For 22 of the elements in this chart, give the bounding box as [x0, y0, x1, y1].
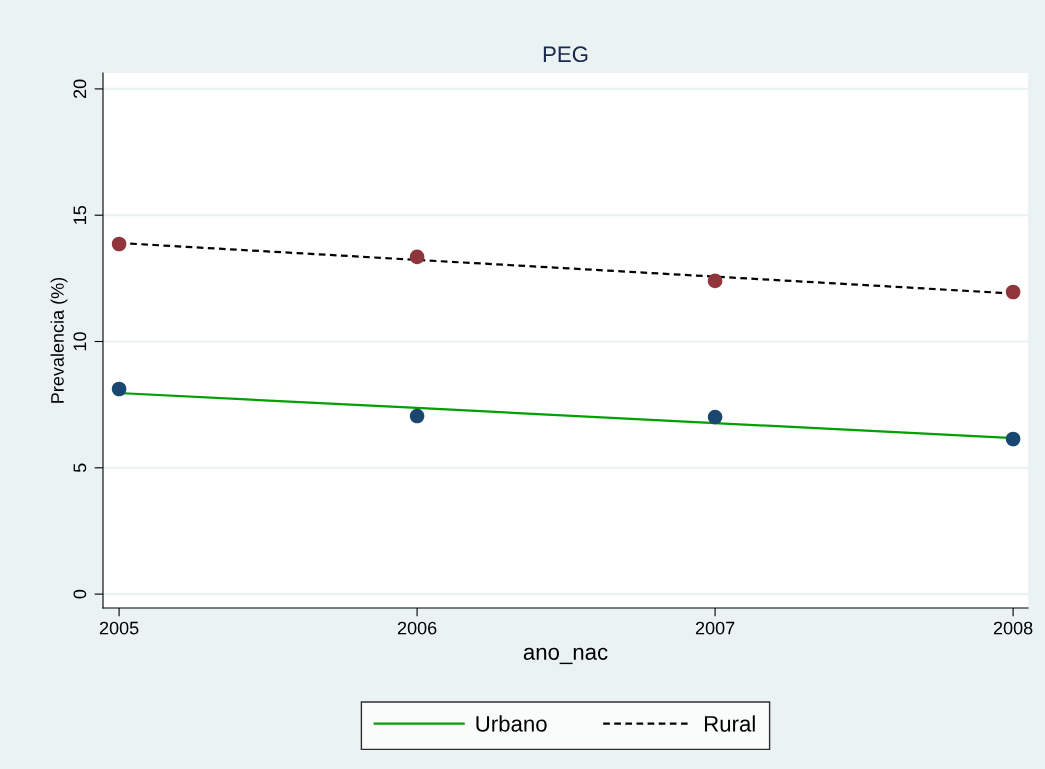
y-tick-label: 10 — [73, 332, 87, 351]
point — [707, 409, 723, 425]
y-tick-label: 20 — [73, 79, 87, 99]
x-tick-label: 2005 — [99, 621, 139, 635]
y-tick-label: 5 — [73, 463, 87, 473]
chart-title: PEG — [543, 46, 588, 63]
point — [111, 381, 127, 397]
x-tick-label: 2007 — [695, 621, 735, 635]
y-axis-title: Prevalencia (%) — [50, 277, 68, 403]
point — [409, 249, 425, 265]
x-axis-title: ano_nac — [523, 647, 608, 665]
point — [707, 273, 723, 289]
x-tick-label: 2008 — [993, 621, 1033, 635]
x-tick-label: 2006 — [397, 621, 437, 635]
y-tick-label: 0 — [73, 589, 87, 599]
point — [1005, 284, 1021, 300]
point — [111, 236, 127, 252]
point — [409, 408, 425, 424]
point — [1005, 431, 1021, 447]
y-tick-label: 15 — [73, 205, 87, 224]
legend-label: Rural — [704, 715, 755, 732]
legend-label: Urbano — [476, 715, 547, 732]
